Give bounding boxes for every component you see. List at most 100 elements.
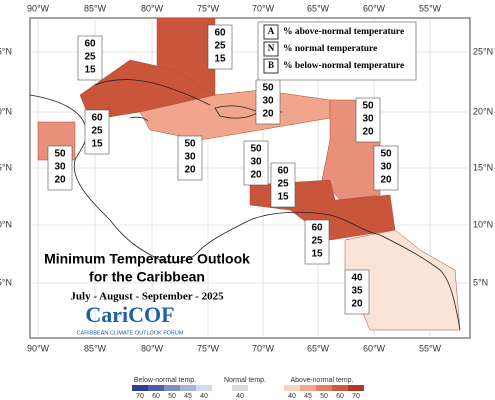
probability-value: 60	[84, 39, 96, 50]
key-letter: B	[268, 60, 274, 70]
key-letter-box	[263, 41, 279, 57]
probability-box	[177, 135, 203, 181]
colorbar-tick: 60	[336, 393, 344, 400]
probability-value: 20	[250, 170, 262, 181]
lon-label-bottom: 65°W	[307, 343, 330, 353]
colorbar-swatch	[348, 385, 364, 391]
key-letter: A	[268, 26, 275, 36]
lon-label-top: 90°W	[27, 3, 50, 13]
lat-label-left: 10°N	[0, 219, 12, 229]
lat-label-left: 25°N	[0, 46, 12, 56]
key-text: % below-normal temperature	[283, 61, 404, 71]
lon-label-bottom: 85°W	[84, 343, 107, 353]
probability-box	[207, 24, 233, 70]
colorbar-tick: 40	[236, 393, 244, 400]
probability-value: 30	[54, 162, 66, 173]
key: A % above-normal temperature N % normal tem…	[257, 21, 417, 81]
probability-value: 50	[184, 139, 196, 150]
key-letter-box	[263, 24, 279, 40]
probability-value: 20	[380, 175, 392, 186]
probability-value: 30	[184, 152, 196, 163]
colorbar-swatch	[316, 385, 332, 391]
probability-value: 30	[262, 96, 274, 107]
probability-value: 50	[54, 149, 66, 160]
colorbar-tick: 40	[200, 393, 208, 400]
probability-box	[344, 269, 370, 315]
lon-label-top: 85°W	[84, 3, 107, 13]
lat-label-right: 10°N	[473, 219, 493, 229]
regions	[37, 17, 461, 331]
title-block: Minimum Temperature Outlook for the Cari…	[44, 251, 250, 337]
probability-value: 20	[351, 299, 363, 310]
title-line-2: for the Caribbean	[89, 269, 205, 285]
colorbar-swatch	[284, 385, 300, 391]
colorbar-swatch	[148, 385, 164, 391]
colorbar-tick: 45	[304, 393, 312, 400]
colorbar-tick: 60	[152, 393, 160, 400]
key-text: % above-normal temperature	[283, 27, 404, 37]
probability-value: 20	[262, 109, 274, 120]
probability-box	[304, 219, 330, 265]
colorbar-label: Below-normal temp.	[134, 377, 196, 384]
colorbar-tick: 70	[352, 393, 360, 400]
probability-value: 20	[54, 175, 66, 186]
colorbar-tick: 45	[184, 393, 192, 400]
probability-value: 25	[277, 179, 289, 190]
lon-label-bottom: 55°W	[419, 343, 442, 353]
lon-label-bottom: 90°W	[27, 343, 50, 353]
colorbar-tick: 50	[320, 393, 328, 400]
key-letter-box	[263, 58, 279, 74]
logo-tagline: CARIBBEAN CLIMATE OUTLOOK FORUM	[77, 330, 184, 336]
lon-label-bottom: 80°W	[141, 343, 164, 353]
colorbar-swatch	[332, 385, 348, 391]
probability-box	[255, 79, 281, 125]
colorbar-label: Normal temp.	[224, 377, 266, 384]
period: July - August - September - 2025	[70, 291, 224, 303]
probability-value: 60	[214, 28, 226, 39]
lon-label-top: 55°W	[419, 3, 442, 13]
colorbar-swatch	[300, 385, 316, 391]
colorbar-label: Above-normal temp.	[290, 377, 353, 384]
probability-value: 30	[380, 162, 392, 173]
colorbar-tick: 40	[288, 393, 296, 400]
lat-label-right: 20°N	[473, 106, 493, 116]
colorbar-swatch	[180, 385, 196, 391]
probability-box	[243, 140, 269, 186]
probability-value: 25	[311, 236, 323, 247]
probability-value: 60	[277, 166, 289, 177]
probability-value: 50	[362, 101, 374, 112]
probability-boxes: 60 25 15 60 25 15 50 30 20 50 30 20 60 25 15 50 30 20 50 30…	[47, 24, 399, 315]
lat-label-left: 15°N	[0, 162, 12, 172]
lon-label-top: 80°W	[141, 3, 164, 13]
probability-box	[355, 97, 381, 143]
probability-value: 40	[351, 273, 363, 284]
lat-label-left: 5°N	[0, 277, 12, 287]
probability-value: 50	[250, 144, 262, 155]
probability-value: 20	[184, 165, 196, 176]
colorbar-swatch	[232, 385, 248, 391]
colorbar-swatch	[132, 385, 148, 391]
probability-value: 20	[362, 127, 374, 138]
probability-value: 25	[214, 41, 226, 52]
lat-label-right: 15°N	[473, 162, 493, 172]
probability-value: 15	[311, 249, 323, 260]
colorbar-tick: 50	[168, 393, 176, 400]
probability-value: 30	[250, 157, 262, 168]
probability-value: 15	[277, 192, 289, 203]
lat-label-right: 5°N	[473, 277, 488, 287]
lon-label-top: 60°W	[363, 3, 386, 13]
probability-box	[373, 145, 399, 191]
lon-label-top: 70°W	[252, 3, 275, 13]
lon-label-bottom: 60°W	[363, 343, 386, 353]
probability-value: 50	[380, 149, 392, 160]
probability-value: 15	[214, 54, 226, 65]
probability-value: 25	[91, 126, 103, 137]
lon-label-bottom: 75°W	[197, 343, 220, 353]
lon-label-top: 65°W	[307, 3, 330, 13]
key-letter: N	[268, 43, 275, 53]
probability-value: 35	[351, 286, 363, 297]
lat-label-right: 25°N	[473, 46, 493, 56]
probability-box	[47, 145, 73, 191]
lon-label-bottom: 70°W	[252, 343, 275, 353]
